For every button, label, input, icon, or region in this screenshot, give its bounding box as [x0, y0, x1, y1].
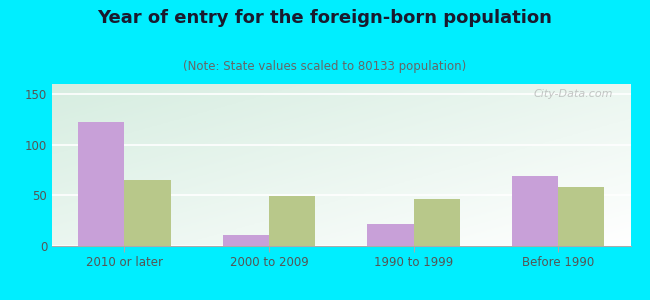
Bar — [223, 235, 269, 246]
Text: City-Data.com: City-Data.com — [534, 89, 613, 99]
Bar — [367, 224, 413, 246]
Bar — [512, 176, 558, 246]
Bar — [558, 187, 605, 246]
Legend: 80133, Colorado: 80133, Colorado — [250, 298, 433, 300]
Bar — [124, 180, 170, 246]
Text: (Note: State values scaled to 80133 population): (Note: State values scaled to 80133 popu… — [183, 60, 467, 73]
Bar — [413, 200, 460, 246]
Text: Year of entry for the foreign-born population: Year of entry for the foreign-born popul… — [98, 9, 552, 27]
Bar — [78, 122, 124, 246]
Bar — [269, 196, 315, 246]
